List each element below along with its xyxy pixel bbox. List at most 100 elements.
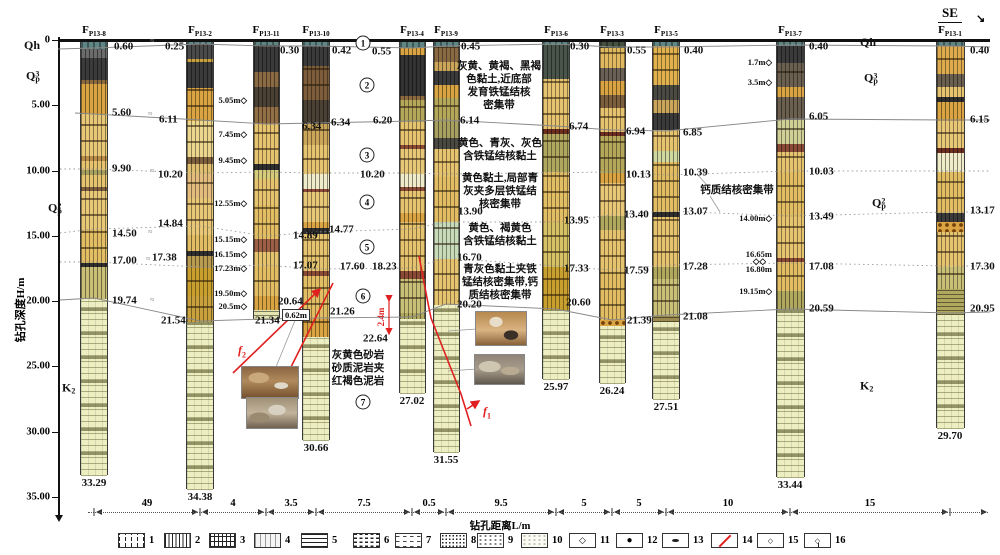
depth-value-label: 10.03 xyxy=(809,165,834,178)
depth-value-label: 0.45 xyxy=(461,40,481,53)
se-direction-arrow-icon: ↘ xyxy=(976,13,986,25)
depth-value-label: 17.38 xyxy=(152,251,177,264)
stratum-segment xyxy=(81,155,107,162)
depth-value-label: 0.55 xyxy=(372,45,392,58)
depth-value-label: 6.15 xyxy=(970,113,990,126)
legend-swatch-hlines xyxy=(301,533,328,548)
depth-value-label: 0.30 xyxy=(570,40,590,53)
legend-diamond-stem xyxy=(817,543,819,547)
depth-value-label: ≈ xyxy=(146,254,151,263)
legend-swatch-dotrows xyxy=(477,533,504,548)
depth-value-label: 0.55 xyxy=(627,44,647,57)
depth-axis-tick xyxy=(52,431,58,433)
legend-number: 13 xyxy=(693,535,704,546)
distance-value-label: 4 xyxy=(230,498,236,509)
stratum-segment xyxy=(653,150,679,163)
depth-value-label: 21.08 xyxy=(683,310,708,323)
layer-number-3: 3 xyxy=(359,147,375,163)
stratum-segment xyxy=(81,41,107,49)
depth-axis-tick-label: 15.00 xyxy=(26,230,50,242)
stratum-segment xyxy=(653,130,679,151)
borehole-name-P13-1: FP13-1 xyxy=(938,24,962,39)
stratum-segment xyxy=(543,78,569,129)
depth-value-label: 15.15m◇ xyxy=(214,233,247,244)
stratum-segment xyxy=(599,81,625,95)
depth-value-label: 6.94 xyxy=(626,125,646,138)
stratum-segment xyxy=(187,322,213,490)
stratum-segment xyxy=(599,136,625,174)
strat-unit-label: K 2 xyxy=(860,378,874,394)
borehole-name-P13-9: FP13-9 xyxy=(434,24,458,39)
depth-value-label: 12.55m◇ xyxy=(214,197,247,208)
stratum-segment xyxy=(599,107,625,132)
stratum-segment xyxy=(399,191,425,214)
legend-swatch-diamond: ◇ xyxy=(569,533,596,548)
stratum-segment xyxy=(653,278,679,317)
stratum-segment xyxy=(543,44,569,79)
depth-value-label: 6.34 xyxy=(302,120,322,133)
depth-axis-tick xyxy=(52,105,58,107)
distance-value-label: 5 xyxy=(581,498,587,509)
legend-number: 12 xyxy=(647,535,658,546)
stratum-segment xyxy=(776,97,804,120)
borehole-column-P13-4 xyxy=(398,40,426,394)
stratum-segment xyxy=(399,174,425,188)
core-photo-inset xyxy=(242,367,298,398)
depth-value-label: 18.23 xyxy=(372,260,397,273)
stratum-segment xyxy=(187,251,213,257)
borehole-column-P13-3 xyxy=(598,40,626,384)
legend-number: 1 xyxy=(149,535,155,546)
borehole-bottom-depth-label: 29.70 xyxy=(937,429,963,442)
legend-item-7: 7 xyxy=(395,533,431,548)
depth-value-label: 13.07 xyxy=(683,205,708,218)
core-photo-inset xyxy=(475,355,524,384)
depth-value-label: 17.07 xyxy=(293,259,318,272)
depth-value-label: ≈ xyxy=(148,109,153,118)
stratum-segment xyxy=(433,149,459,177)
legend-swatch-diamond-stem: ◇ xyxy=(804,533,831,548)
stratum-segment xyxy=(303,336,329,442)
stratum-segment xyxy=(187,88,213,121)
layer-annotation: 黄色黏土,局部青 灰夹多层铁锰结 核密集带 xyxy=(461,173,539,210)
stratum-segment xyxy=(776,217,804,258)
stratum-segment xyxy=(303,46,329,66)
depth-value-label: 14.77 xyxy=(329,223,354,236)
stratum-segment xyxy=(543,223,569,268)
layer-annotation: 黄色、青灰、灰色 含铁锰结核黏土 xyxy=(458,138,542,162)
depth-value-label: 0.25 xyxy=(165,40,185,53)
stratum-segment xyxy=(399,222,425,271)
strat-unit-label: Qh xyxy=(24,38,41,52)
stratum-segment xyxy=(433,259,459,305)
borehole-name-P13-3: FP13-3 xyxy=(600,24,624,39)
depth-axis-tick-label: 10.00 xyxy=(26,165,50,177)
stratum-segment xyxy=(599,173,625,184)
depth-value-label: 1.7m◇ xyxy=(747,56,772,67)
legend-item-6: 6 xyxy=(353,533,389,548)
stratum-segment xyxy=(776,261,804,292)
depth-value-label: 3.5m◇ xyxy=(747,76,772,87)
depth-value-label: 14.50 xyxy=(112,227,137,240)
borehole-column-P13-9 xyxy=(432,40,460,453)
depth-value-label: 10.13 xyxy=(626,168,651,181)
stratum-segment xyxy=(936,231,964,267)
stratum-segment xyxy=(936,73,964,87)
stratum-segment xyxy=(81,161,107,171)
legend-ellipse-icon xyxy=(672,538,679,543)
stratum-segment xyxy=(253,41,279,45)
stratum-segment xyxy=(187,61,213,88)
stratum-segment xyxy=(936,148,964,154)
stratum-segment xyxy=(81,48,107,58)
stratum-segment xyxy=(776,291,804,310)
stratum-segment xyxy=(543,134,569,172)
distance-value-label: 15 xyxy=(864,498,876,509)
stratum-segment xyxy=(653,217,679,267)
stratum-segment xyxy=(399,99,425,122)
legend-swatch-dotlight xyxy=(521,533,548,548)
stratum-segment xyxy=(599,131,625,137)
depth-value-label: 7.45m◇ xyxy=(218,128,248,139)
strat-unit-label: K 2 xyxy=(62,380,76,396)
legend-swatch-vlines xyxy=(164,533,191,548)
depth-axis-tick-label: 35.00 xyxy=(26,491,50,503)
stratum-segment xyxy=(253,265,279,296)
layer-annotation: 青灰色黏土夹铁 锰结核密集带,钙 质结核密集带 xyxy=(461,264,539,301)
